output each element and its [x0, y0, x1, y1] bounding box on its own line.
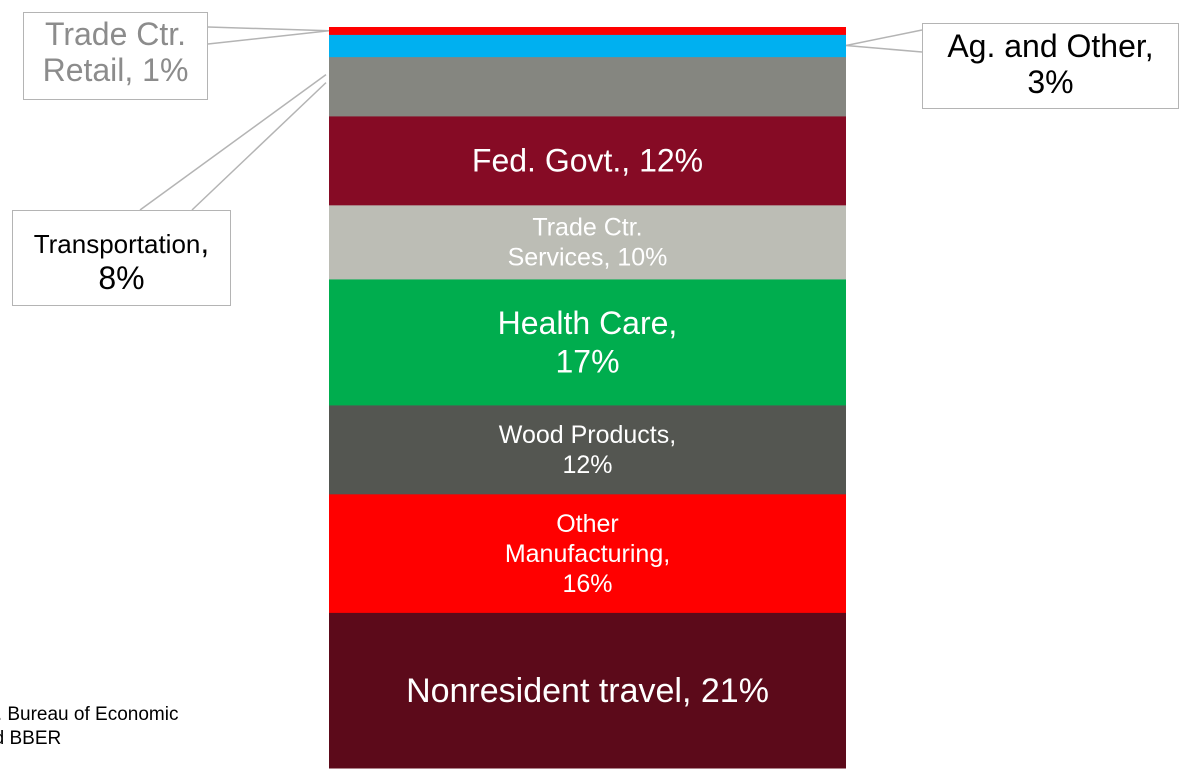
callout-transport-line1: Transportation — [33, 229, 201, 259]
segment-label-fed-govt: Fed. Govt., 12% — [472, 143, 703, 179]
callout-transportation: Transportation, 8% — [12, 210, 231, 306]
bar-segment-nonresident-travel — [329, 612, 846, 769]
segment-label-health-care: Health Care, 17% — [498, 305, 678, 379]
leader-line-ag-top — [845, 29, 923, 47]
segment-label-line: 16% — [562, 570, 612, 598]
source-note: e: U.S. Bureau of Economic sis and BBER — [0, 703, 178, 751]
bar-segment-fed-govt — [329, 115, 846, 206]
segment-label-line: Fed. Govt., 12% — [472, 143, 703, 179]
segment-label-line: Manufacturing, — [505, 540, 670, 568]
segment-label-line: 17% — [555, 343, 619, 379]
segment-label-trade-ctr-services: Trade Ctr. Services, 10% — [508, 214, 668, 272]
leader-line-retail-top — [207, 26, 330, 32]
source-line1: e: U.S. Bureau of Economic — [0, 704, 179, 725]
leader-line-retail-bottom — [207, 29, 330, 45]
bar-segment-health-care — [329, 278, 846, 406]
bar-segments — [329, 27, 846, 769]
bar-segment-trade-ctr-retail — [329, 27, 846, 35]
leader-line-transport-left — [139, 74, 327, 211]
segment-label-line: 12% — [562, 451, 612, 479]
segment-label-line: Nonresident travel, 21% — [406, 672, 769, 710]
bar-segment-ag-and-other — [329, 34, 846, 58]
callout-trade-ctr-retail: Trade Ctr. Retail, 1% — [23, 12, 208, 100]
leader-line-ag-bottom — [845, 44, 923, 53]
callout-transport-line2: 8% — [98, 259, 145, 296]
leader-lines — [139, 26, 923, 211]
bar-segment-wood-products — [329, 404, 846, 495]
segment-label-line: Other — [556, 510, 619, 538]
segment-label-other-manufacturing: Other Manufacturing, 16% — [505, 510, 670, 598]
segment-label-line: Health Care, — [498, 305, 678, 341]
segment-label-line: Wood Products, — [499, 421, 676, 449]
segment-label-nonresident-travel: Nonresident travel, 21% — [406, 672, 769, 710]
bar-segment-trade-ctr-services — [329, 204, 846, 280]
segment-label-line: Services, 10% — [508, 244, 668, 272]
bar-segment-transportation — [329, 56, 846, 117]
callout-transport-line1-wrap: Transportation, — [13, 224, 230, 261]
callout-ag-line2: 3% — [1027, 63, 1074, 100]
callout-retail-line1: Trade Ctr. — [44, 16, 187, 52]
callout-ag-and-other: Ag. and Other, 3% — [922, 23, 1179, 109]
segment-label-wood-products: Wood Products, 12% — [499, 421, 676, 479]
segment-label-line: Trade Ctr. — [532, 214, 642, 242]
leader-line-transport-right — [191, 82, 327, 211]
segment-labels: Nonresident travel, 21% Other Manufacturin… — [406, 143, 769, 711]
callout-ag-line1: Ag. and Other, — [947, 28, 1154, 64]
bar-segment-other-manufacturing — [329, 493, 846, 613]
callout-retail-line2: Retail, 1% — [42, 51, 189, 88]
source-line2: sis and BBER — [0, 727, 62, 749]
callout-transport-comma: , — [200, 224, 210, 260]
